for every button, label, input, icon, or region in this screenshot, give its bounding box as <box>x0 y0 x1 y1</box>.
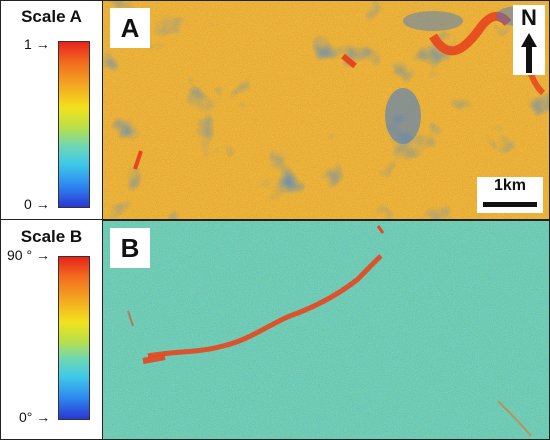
scale-bar-line <box>483 202 537 207</box>
north-indicator: N <box>513 5 545 75</box>
scale-b-min-value: 0° <box>19 409 33 425</box>
scale-b-title: Scale B <box>20 227 83 246</box>
map-b-texture <box>103 221 549 439</box>
scale-a-max-label: 1 → <box>24 36 50 52</box>
arrow-right-icon: → <box>35 36 50 52</box>
panel-b-label: B <box>110 228 150 268</box>
scale-bar: 1km <box>477 177 543 213</box>
scale-a-colorbar <box>58 41 90 208</box>
scale-a-max-value: 1 <box>24 36 32 52</box>
scale-b-panel: Scale B 90 ° → 0° → <box>0 220 103 440</box>
north-arrow-icon <box>521 33 537 73</box>
map-panel-a: A N 1km <box>102 0 550 220</box>
arrow-right-icon: → <box>35 196 50 212</box>
scale-b-max-value: 90 ° <box>7 247 33 263</box>
scale-b-colorbar <box>58 256 90 420</box>
north-letter: N <box>521 5 537 30</box>
scale-a-min-value: 0 <box>24 196 32 212</box>
scale-a-min-label: 0 → <box>24 196 50 212</box>
arrow-right-icon: → <box>35 247 50 263</box>
panel-a-label: A <box>110 8 150 48</box>
scale-b-min-label: 0° → <box>19 409 50 425</box>
scale-a-panel: Scale A 1 → 0 → <box>0 0 103 220</box>
map-a-texture <box>103 1 549 219</box>
map-panel-b: B <box>102 220 550 440</box>
scale-b-max-label: 90 ° → <box>7 247 50 263</box>
arrow-right-icon: → <box>36 409 51 425</box>
scale-bar-label: 1km <box>493 177 527 194</box>
scale-a-title: Scale A <box>21 7 82 26</box>
